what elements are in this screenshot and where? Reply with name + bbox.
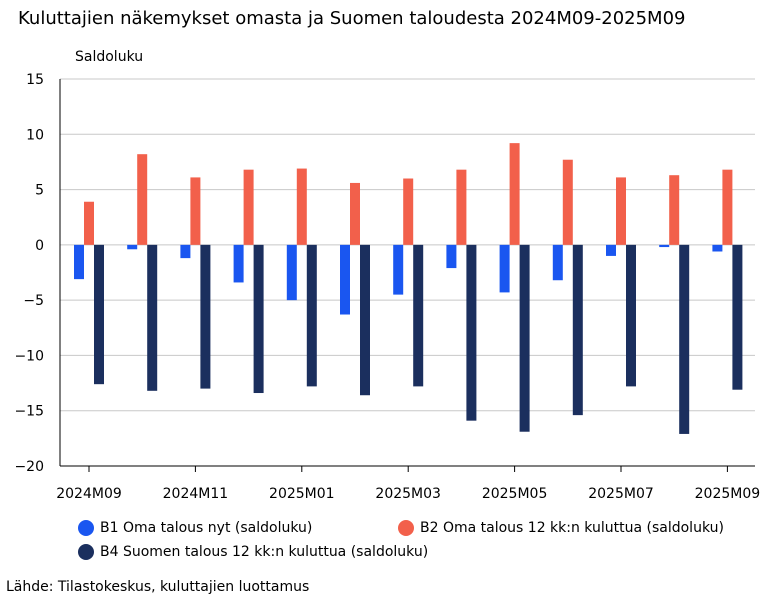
- bar-s0-2025M03: [393, 244, 404, 295]
- legend-label-b1: B1 Oma talous nyt (saldoluku): [100, 520, 313, 536]
- bar-s1-2024M12: [243, 169, 254, 245]
- bar-s1-2025M06: [562, 159, 573, 245]
- axes: [59, 79, 755, 467]
- bar-s2-2025M06: [572, 244, 583, 416]
- legend-swatch-b4: [78, 544, 94, 560]
- x-tick-label: 2025M07: [588, 486, 654, 502]
- gridlines: [60, 78, 755, 412]
- legend-item-b1: B1 Oma talous nyt (saldoluku): [78, 520, 312, 536]
- bar-s0-2024M11: [180, 244, 191, 259]
- bar-s1-2025M07: [616, 177, 626, 245]
- x-tick-label: 2025M01: [269, 486, 335, 502]
- bar-s0-2025M08: [659, 244, 670, 248]
- y-tick-label: 10: [26, 127, 44, 143]
- x-tick-label: 2024M11: [163, 486, 229, 502]
- legend-swatch-b2: [398, 520, 414, 536]
- bar-s2-2025M03: [413, 244, 424, 387]
- legend-item-b2: B2 Oma talous 12 kk:n kuluttua (saldoluk…: [398, 520, 724, 536]
- x-tick-label: 2025M09: [695, 486, 761, 502]
- y-tick-label: −20: [14, 459, 44, 475]
- bar-s0-2024M12: [233, 244, 244, 283]
- legend-item-b4: B4 Suomen talous 12 kk:n kuluttua (saldo…: [78, 544, 428, 560]
- bar-s0-2024M10: [127, 244, 138, 250]
- chart-title: Kuluttajien näkemykset omasta ja Suomen …: [18, 8, 686, 29]
- legend-label-b4: B4 Suomen talous 12 kk:n kuluttua (saldo…: [100, 544, 429, 560]
- legend-swatch-b1: [78, 520, 94, 536]
- bar-s1-2025M03: [403, 178, 414, 245]
- bar-s2-2025M08: [679, 244, 690, 434]
- bar-s0-2025M05: [499, 244, 510, 293]
- y-tick-label: −15: [14, 404, 44, 420]
- y-tick-labels: 15 10 5 0 −5 −10 −15 −20: [14, 72, 44, 475]
- bar-s2-2025M05: [519, 244, 530, 432]
- source-note: Lähde: Tilastokeskus, kuluttajien luotta…: [6, 579, 310, 595]
- bar-s2-2024M10: [147, 244, 158, 391]
- bar-s0-2025M01: [286, 244, 297, 301]
- bar-s2-2024M09: [94, 244, 104, 385]
- bar-s2-2024M11: [200, 244, 211, 389]
- x-tick-labels: 2024M09 2024M11 2025M01 2025M03 2025M05 2025M…: [56, 466, 760, 502]
- bar-s1-2025M04: [456, 169, 467, 245]
- bar-s2-2025M07: [626, 244, 636, 387]
- y-tick-label: 5: [35, 183, 44, 199]
- bar-s0-2025M04: [446, 244, 457, 269]
- y-tick-label: −10: [14, 348, 44, 364]
- bar-s0-2025M06: [552, 244, 563, 281]
- bar-s0-2024M09: [74, 244, 84, 280]
- legend-label-b2: B2 Oma talous 12 kk:n kuluttua (saldoluk…: [420, 520, 724, 536]
- bar-s1-2025M09: [722, 169, 733, 245]
- bar-s2-2025M01: [306, 244, 317, 387]
- bar-s1-2024M09: [84, 201, 94, 245]
- y-tick-label: 0: [35, 238, 44, 254]
- bar-s1-2025M01: [296, 168, 307, 245]
- bar-s0-2025M07: [606, 244, 616, 256]
- legend: B1 Oma talous nyt (saldoluku) B2 Oma tal…: [78, 520, 766, 570]
- bar-s2-2025M09: [732, 244, 743, 390]
- bar-s1-2024M11: [190, 177, 201, 245]
- bar-s2-2025M02: [360, 244, 370, 396]
- bar-s1-2025M08: [669, 175, 680, 245]
- bar-s1-2024M10: [137, 154, 148, 245]
- y-tick-label: 15: [26, 72, 44, 88]
- bar-s2-2024M12: [253, 244, 264, 394]
- bar-s1-2025M05: [509, 143, 520, 245]
- bars: [74, 143, 743, 434]
- bar-s2-2025M04: [466, 244, 477, 421]
- bar-s0-2025M09: [712, 244, 723, 252]
- x-tick-label: 2025M05: [482, 486, 548, 502]
- bar-s1-2025M02: [350, 182, 360, 245]
- bar-s0-2025M02: [340, 244, 350, 315]
- y-tick-label: −5: [23, 293, 44, 309]
- y-axis-label: Saldoluku: [75, 49, 144, 65]
- x-tick-label: 2024M09: [56, 486, 122, 502]
- x-tick-label: 2025M03: [375, 486, 441, 502]
